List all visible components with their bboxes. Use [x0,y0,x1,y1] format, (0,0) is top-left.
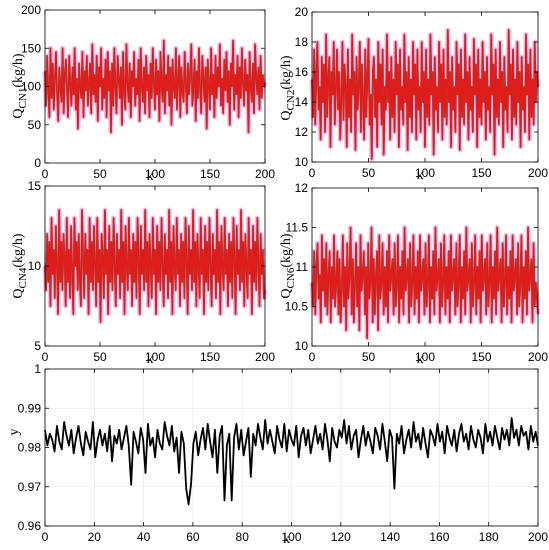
x-tick-label: 20 [88,530,102,544]
x-axis-label: k [283,532,290,547]
x-tick-label: 100 [145,350,165,364]
x-tick-label: 150 [471,350,491,364]
y-tick-label: 20 [295,5,309,19]
y-tick-label: 0.98 [18,441,42,455]
x-tick-label: 80 [236,530,250,544]
y-tick-label: 12 [295,181,309,195]
y-tick-label: 11.5 [286,221,309,235]
y-axis-label: QCN4(kg/h) [11,233,29,298]
x-tick-label: 100 [281,530,301,544]
series-line [311,226,539,339]
x-axis-label: k [147,352,154,367]
y-tick-label: 14 [295,95,309,109]
x-tick-label: 50 [362,166,376,180]
x-tick-label: 200 [255,350,275,364]
panel-4: 0 50 100 150 200 10 10.5 11 11.5 12 k QCN6(kg/h) [279,181,548,367]
x-tick-label: 0 [309,166,316,180]
x-tick-label: 0 [42,167,49,181]
series-line [44,39,266,134]
x-tick-label: 200 [528,530,548,544]
y-axis-label: QCN1(kg/h) [11,53,29,118]
x-tick-label: 40 [137,530,151,544]
x-tick-label: 100 [145,167,165,181]
y-tick-label: 10.5 [285,300,309,314]
x-tick-label: 140 [380,530,400,544]
x-tick-label: 200 [528,166,548,180]
y-tick-label: 50 [28,118,42,132]
x-axis-label: k [417,168,424,183]
panel-3: 0 50 100 150 200 5 10 15 k QCN4(kg/h) [11,179,275,367]
y-tick-label: 200 [21,3,41,17]
x-tick-label: 150 [200,350,220,364]
y-axis-label-main: Q [279,110,294,120]
y-tick-label: 0.96 [18,519,42,533]
x-tick-label: 180 [479,530,499,544]
y-axis-label-subscript: CN2 [285,90,297,111]
x-tick-label: 0 [42,350,49,364]
y-tick-label: 150 [21,41,41,55]
y-axis-label-subscript: CN6 [285,267,297,288]
y-axis-label: QCN2(kg/h) [279,55,297,120]
y-axis-label-main: Q [11,108,26,118]
y-tick-label: 10 [295,155,309,169]
x-tick-label: 50 [93,167,107,181]
y-tick-label: 1 [34,362,41,376]
x-tick-label: 100 [415,350,435,364]
y-axis-label: y [7,429,22,436]
y-axis-label-unit: (kg/h) [279,233,294,268]
y-axis-label-unit: (kg/h) [279,55,294,90]
series-line [311,29,539,160]
y-axis-label: QCN6(kg/h) [279,233,297,298]
y-axis-label-main: Q [279,288,294,298]
y-tick-label: 11 [296,260,309,274]
y-tick-label: 100 [21,80,41,94]
x-tick-label: 200 [255,167,275,181]
x-tick-label: 50 [362,350,376,364]
x-tick-label: 200 [528,350,548,364]
y-tick-label: 15 [28,179,42,193]
y-axis-label-main: y [7,429,22,436]
panel-1: 0 50 100 150 200 0 50 100 150 200 k QCN1(kg/h) [11,3,275,184]
y-tick-label: 12 [295,125,309,139]
y-axis-label-unit: (kg/h) [11,233,26,268]
panel-5: 0 20 40 60 80 100 120 140 160 180 200 0.96 0.97 0.98 0… [7,362,548,547]
x-tick-label: 150 [471,166,491,180]
x-tick-label: 50 [93,350,107,364]
panel-2: 0 50 100 150 200 10 12 14 16 18 20 k QCN2(kg/h) [279,5,548,183]
y-axis-label-subscript: CN4 [17,267,29,288]
y-tick-label: 16 [295,65,309,79]
x-tick-label: 60 [186,530,200,544]
x-axis-label: k [147,169,154,184]
x-tick-label: 150 [200,167,220,181]
x-tick-label: 0 [42,530,49,544]
y-axis-label-main: Q [11,288,26,298]
y-tick-label: 0.97 [18,480,42,494]
y-axis-label-unit: (kg/h) [11,53,26,88]
x-tick-label: 0 [309,350,316,364]
y-tick-label: 0 [34,156,41,170]
y-tick-label: 5 [34,339,41,353]
y-tick-label: 10 [295,339,309,353]
x-tick-label: 100 [415,166,435,180]
y-tick-label: 10 [28,259,42,273]
x-tick-label: 160 [429,530,449,544]
series-line [44,417,539,506]
series-line [44,209,266,323]
x-axis-label: k [417,352,424,367]
y-tick-label: 18 [295,35,309,49]
y-axis-label-subscript: CN1 [17,88,29,109]
y-tick-label: 0.99 [18,401,42,415]
x-tick-label: 120 [331,530,351,544]
